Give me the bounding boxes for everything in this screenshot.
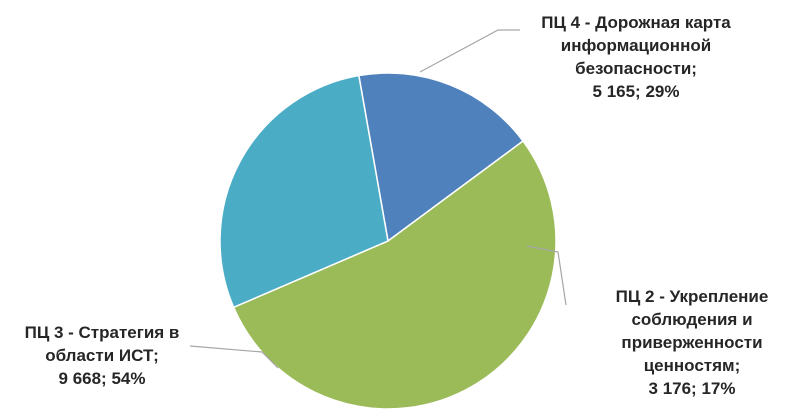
label-category-line: ПЦ 3 - Стратегия в	[25, 323, 180, 342]
leader-line-1	[526, 245, 567, 306]
pie-slices	[219, 72, 557, 410]
data-label-1: ПЦ 2 - Укрепление соблюдения и приверженно…	[616, 287, 769, 398]
label-category-line: ценностям;	[644, 356, 741, 375]
pie-slice-2	[232, 139, 557, 410]
label-category-line: безопасности;	[575, 59, 697, 78]
label-value-line: 3 176; 17%	[649, 379, 736, 398]
label-category-line: информационной	[561, 36, 711, 55]
data-label-3: ПЦ 4 - Дорожная карта информационной безоп…	[541, 13, 731, 101]
label-category-line: ПЦ 2 - Укрепление	[616, 287, 769, 306]
label-category-line: области ИСТ;	[45, 346, 159, 365]
data-label-2: ПЦ 3 - Стратегия в области ИСТ; 9 668; 54%	[25, 323, 180, 388]
label-value-line: 9 668; 54%	[59, 369, 146, 388]
label-value-line: 5 165; 29%	[593, 82, 680, 101]
data-labels: ПЦ 2 - Укрепление соблюдения и приверженно…	[25, 13, 769, 398]
pie-slice-3	[219, 74, 389, 309]
label-category-line: приверженности	[621, 333, 762, 352]
label-category-line: соблюдения и	[631, 310, 752, 329]
leader-line-2	[189, 345, 279, 369]
label-category-line: ПЦ 4 - Дорожная карта	[541, 13, 731, 32]
pie-slice-1	[357, 72, 525, 243]
leader-lines	[189, 29, 567, 369]
leader-line-3	[419, 29, 520, 73]
